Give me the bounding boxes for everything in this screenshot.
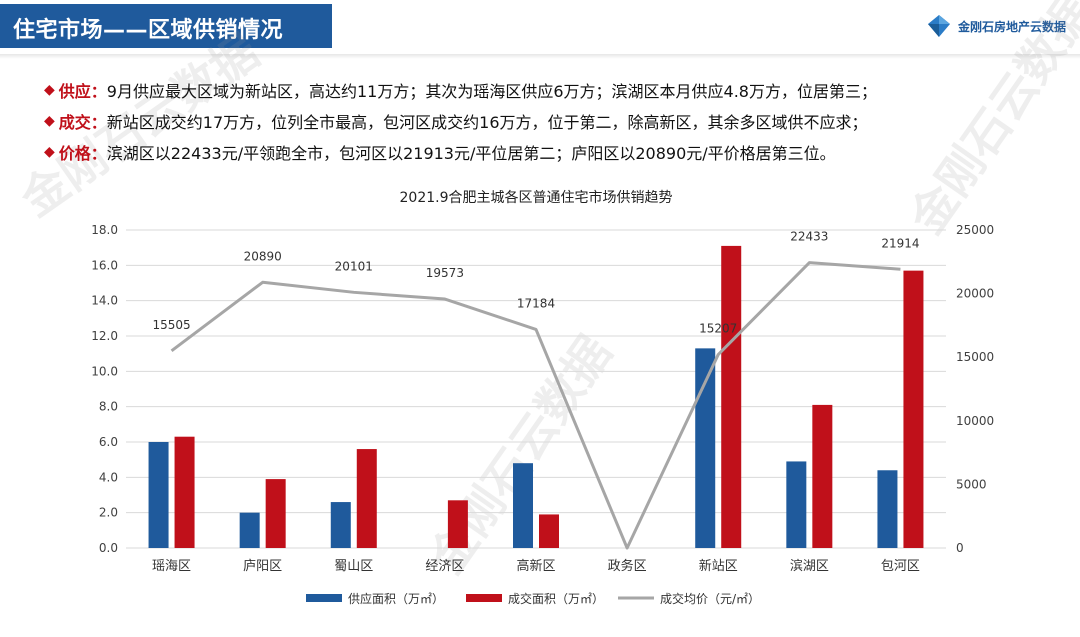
price-line	[170, 261, 901, 550]
bar-supply	[148, 442, 169, 548]
x-tick-label: 经济区	[425, 559, 464, 574]
bullet-deal: ◆ 成交： 新站区成交约17万方，位列全市最高，包河区成交约16万方，位于第二，…	[44, 105, 877, 136]
bar-supply	[786, 461, 807, 548]
bar-deal	[174, 436, 195, 548]
bullet-key: 成交：	[58, 112, 107, 132]
bullet-text: 滨湖区以22433元/平领跑全市，包河区以21913元/平位居第二；庐阳区以20…	[106, 143, 836, 163]
price-data-label: 21914	[881, 236, 919, 250]
price-data-label: 20101	[335, 259, 373, 273]
diamond-logo-icon	[927, 15, 950, 37]
y-right-tick-label: 0	[956, 541, 964, 555]
bar-supply	[239, 512, 260, 548]
price-data-label: 20890	[244, 249, 282, 263]
bullet-diamond-icon: ◆	[44, 112, 55, 129]
bar-supply	[330, 502, 351, 548]
y-left-tick-label: 16.0	[91, 258, 118, 272]
y-left-tick-label: 10.0	[91, 364, 118, 378]
bar-deal	[812, 404, 833, 548]
bar-deal	[539, 514, 559, 548]
brand: 金刚石房地产云数据	[926, 12, 1066, 40]
bar-deal	[721, 245, 742, 548]
bar-deal	[447, 500, 468, 548]
x-tick-label: 瑶海区	[152, 559, 191, 574]
x-tick-label: 滨湖区	[790, 558, 829, 574]
bullet-key: 价格：	[58, 143, 107, 163]
supply-sales-chart: 2021.9合肥主城各区普通住宅市场供销趋势 0.0 2.0 4.0 6.0 8.0 10.…	[91, 189, 994, 606]
y-left-tick-label: 12.0	[91, 329, 118, 343]
price-data-label: 15207	[699, 322, 737, 336]
bar-supply	[513, 463, 533, 548]
x-tick-label: 政务区	[608, 558, 647, 574]
y-left-tick-label: 4.0	[99, 470, 118, 484]
y-left-tick-label: 6.0	[99, 435, 118, 449]
price-data-label: 19573	[426, 266, 464, 280]
y-right-tick-label: 20000	[956, 287, 994, 301]
page-title: 住宅市场——区域供销情况	[0, 4, 332, 48]
bullet-diamond-icon: ◆	[44, 143, 55, 160]
chart-title: 2021.9合肥主城各区普通住宅市场供销趋势	[400, 189, 673, 206]
legend-label: 成交均价（元/㎡）	[660, 591, 760, 606]
price-data-label: 17184	[517, 296, 555, 310]
bullet-supply: ◆ 供应： 9月供应最大区域为新站区，高达约11万方；其次为瑶海区供应6万方；滨…	[44, 74, 877, 105]
y-left-tick-label: 18.0	[91, 223, 118, 237]
summary-bullets: ◆ 供应： 9月供应最大区域为新站区，高达约11万方；其次为瑶海区供应6万方；滨…	[44, 74, 877, 167]
y-left-tick-label: 14.0	[91, 294, 118, 308]
header-divider	[0, 54, 1080, 59]
legend-swatch	[306, 594, 342, 602]
x-tick-label: 包河区	[881, 559, 920, 574]
bullet-text: 9月供应最大区域为新站区，高达约11万方；其次为瑶海区供应6万方；滨湖区本月供应…	[106, 81, 877, 101]
bullet-price: ◆ 价格： 滨湖区以22433元/平领跑全市，包河区以21913元/平位居第二；…	[44, 136, 877, 167]
legend-label: 供应面积（万㎡）	[348, 591, 444, 606]
bullet-key: 供应：	[58, 81, 107, 101]
y-right-tick-label: 10000	[956, 414, 994, 428]
x-tick-label: 蜀山区	[334, 559, 373, 574]
x-tick-label: 高新区	[516, 558, 555, 574]
bar-supply	[877, 470, 898, 548]
bullet-text: 新站区成交约17万方，位列全市最高，包河区成交约16万方，位于第二，除高新区，其…	[106, 112, 868, 132]
y-right-tick-label: 15000	[956, 350, 994, 364]
legend-swatch	[466, 594, 502, 602]
legend-label: 成交面积（万㎡）	[508, 591, 604, 606]
y-left-tick-label: 8.0	[99, 400, 118, 414]
y-left-tick-label: 2.0	[99, 506, 118, 520]
price-data-label: 22433	[790, 230, 828, 244]
y-right-tick-label: 25000	[956, 223, 994, 237]
x-tick-label: 新站区	[699, 558, 738, 574]
brand-name: 金刚石房地产云数据	[957, 19, 1066, 34]
x-tick-label: 庐阳区	[243, 559, 282, 574]
bar-deal	[356, 449, 377, 548]
bar-deal	[265, 479, 286, 548]
price-data-label: 15505	[152, 318, 190, 332]
bullet-diamond-icon: ◆	[44, 81, 55, 98]
bar-supply	[695, 348, 716, 548]
y-right-tick-label: 5000	[956, 477, 987, 491]
bar-deal	[903, 270, 924, 548]
y-left-tick-label: 0.0	[99, 541, 118, 555]
